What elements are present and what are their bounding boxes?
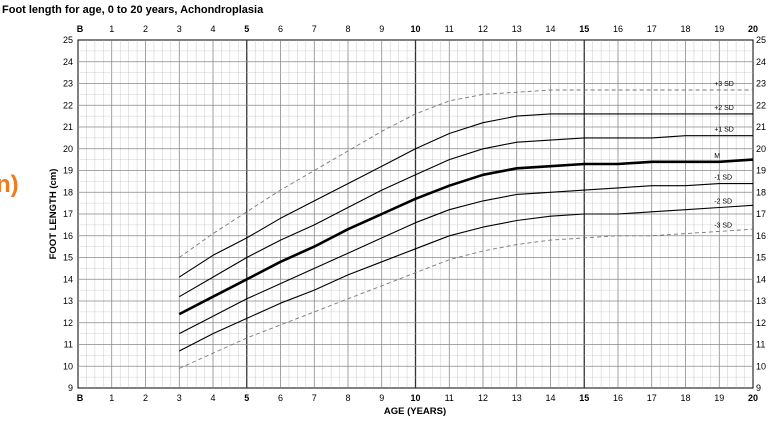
x-tick-label-top: 14 [545,24,555,34]
x-tick-label-top: 11 [445,24,454,34]
y-tick-label-right: 17 [756,209,766,219]
grid [78,40,753,388]
x-tick-label-bottom: B [77,393,84,403]
y-tick-label-left: 10 [63,361,73,371]
series-label: -2 SD [714,198,732,205]
x-axis-title: AGE (YEARS) [384,406,446,417]
y-tick-label-left: 19 [63,166,73,176]
y-tick-label-left: 21 [63,122,73,132]
x-tick-label-top: 15 [579,24,589,34]
y-tick-label-left: 17 [63,209,73,219]
x-tick-label-top: 12 [478,24,488,34]
y-tick-label-left: 16 [63,231,73,241]
y-tick-label-left: 22 [63,100,73,110]
y-tick-label-left: 11 [64,340,73,350]
x-tick-label-bottom: 20 [748,393,758,403]
y-tick-label-left: 13 [63,296,73,306]
series-label: +1 SD [714,127,734,134]
y-tick-label-left: 24 [63,57,73,67]
y-tick-label-left: 18 [63,187,73,197]
x-tick-label-top: 4 [210,24,215,34]
x-tick-label-top: 7 [312,24,317,34]
y-tick-label-right: 21 [756,122,766,132]
x-tick-label-bottom: 4 [210,393,215,403]
x-tick-label-top: B [77,24,84,34]
tick-labels: BB11223344556677889910101111121213131414… [63,24,766,403]
y-tick-label-left: 25 [63,35,73,45]
x-tick-label-bottom: 12 [478,393,488,403]
y-tick-label-right: 15 [756,253,766,263]
x-tick-label-bottom: 18 [680,393,690,403]
x-tick-label-top: 6 [278,24,283,34]
side-fragment-text: n) [0,171,19,198]
y-tick-label-right: 14 [756,274,766,284]
series-line--2-sd [179,204,754,352]
y-tick-label-right: 9 [756,383,761,393]
x-tick-label-bottom: 14 [545,393,555,403]
y-tick-label-left: 23 [63,79,73,89]
y-tick-label-left: 9 [68,383,73,393]
y-tick-label-right: 16 [756,231,766,241]
x-tick-label-bottom: 11 [445,393,454,403]
x-tick-label-bottom: 2 [143,393,148,403]
y-tick-label-left: 14 [63,274,73,284]
x-tick-label-top: 8 [345,24,350,34]
series-label: -1 SD [714,175,732,182]
x-tick-label-top: 3 [177,24,182,34]
y-tick-label-right: 20 [756,144,766,154]
x-tick-label-bottom: 8 [345,393,350,403]
series-label: +2 SD [714,105,734,112]
x-tick-label-top: 1 [109,24,114,34]
x-tick-label-bottom: 3 [177,393,182,403]
y-tick-label-right: 10 [756,361,766,371]
chart-title: Foot length for age, 0 to 20 years, Acho… [2,4,264,16]
x-tick-label-bottom: 13 [512,393,522,403]
series-label: M [714,153,720,160]
x-tick-label-top: 2 [143,24,148,34]
x-tick-label-bottom: 17 [647,393,657,403]
y-tick-label-right: 12 [756,318,766,328]
series-label: -3 SD [714,222,732,229]
x-tick-label-bottom: 1 [109,393,114,403]
y-axis-title: FOOT LENGTH (cm) [48,169,59,260]
series-layer [178,89,754,369]
x-tick-label-top: 19 [714,24,724,34]
x-tick-label-top: 13 [512,24,522,34]
y-tick-label-right: 18 [756,187,766,197]
series-line--1-sd [179,183,753,335]
x-tick-label-bottom: 16 [613,393,623,403]
series-line--1-sd [179,135,753,298]
x-tick-label-top: 9 [379,24,384,34]
y-tick-label-right: 19 [756,166,766,176]
series-line--2-sd [179,113,753,278]
x-tick-label-bottom: 19 [714,393,724,403]
x-tick-label-bottom: 15 [579,393,589,403]
x-tick-label-bottom: 10 [410,393,420,403]
series-line-m [178,158,754,316]
x-tick-label-bottom: 9 [379,393,384,403]
series-line--3-sd [179,89,753,258]
y-tick-label-left: 20 [63,144,73,154]
y-tick-label-right: 11 [756,340,765,350]
y-tick-label-right: 25 [756,35,766,45]
y-tick-label-left: 15 [63,253,73,263]
y-tick-label-left: 12 [63,318,73,328]
x-tick-label-top: 20 [748,24,758,34]
x-tick-label-bottom: 7 [312,393,317,403]
x-tick-label-bottom: 6 [278,393,283,403]
x-tick-label-top: 16 [613,24,623,34]
series-line--3-sd [179,228,754,369]
x-tick-label-top: 18 [680,24,690,34]
x-tick-label-top: 17 [647,24,657,34]
x-tick-label-bottom: 5 [244,393,249,403]
x-tick-label-top: 5 [244,24,249,34]
series-label: +3 SD [714,81,734,88]
y-tick-label-right: 24 [756,57,766,67]
x-tick-label-top: 10 [410,24,420,34]
y-tick-label-right: 23 [756,79,766,89]
sd-labels: +3 SD +2 SD +1 SD M -1 SD -2 SD -3 SD [714,81,734,229]
y-tick-label-right: 22 [756,100,766,110]
y-tick-label-right: 13 [756,296,766,306]
